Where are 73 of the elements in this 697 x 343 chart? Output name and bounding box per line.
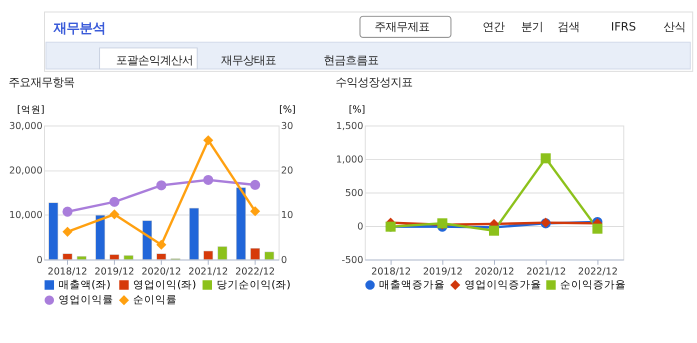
y2-axis-title: [%]: [279, 104, 296, 116]
y-tick-label: 0: [36, 254, 43, 266]
text: 검색: [558, 20, 580, 34]
x-tick-label: 2022/12: [578, 266, 618, 278]
bar: [236, 187, 246, 260]
point: [489, 226, 500, 236]
point: [109, 196, 120, 207]
bar: [62, 253, 72, 260]
legend-label: 당기순이익(좌): [216, 278, 291, 291]
text: 산식: [663, 20, 686, 34]
legend-label: 영업이익(좌): [133, 278, 196, 291]
legend-label: 순이익증가율: [560, 278, 626, 291]
text: 분기: [520, 20, 543, 34]
point: [540, 153, 551, 164]
y2-tick-label: 30: [281, 120, 294, 132]
legend-label: 매출액(좌): [58, 278, 111, 291]
y2-tick-label: 10: [281, 210, 294, 222]
point: [250, 206, 260, 216]
text: 주재무제표: [374, 20, 430, 34]
y-tick-label: 20,000: [9, 166, 43, 176]
point: [109, 209, 120, 220]
text: 재무분석: [52, 22, 106, 37]
bar: [142, 220, 152, 260]
bar: [189, 208, 199, 260]
point: [250, 180, 260, 190]
x-tick-label: 2021/12: [188, 266, 228, 278]
x-tick-label: 2018/12: [371, 266, 411, 278]
legend-label: 순이익률: [133, 294, 178, 306]
text: IFRS: [610, 20, 636, 34]
y-tick-label: 1,000: [336, 154, 364, 166]
text: 포괄손익계산서: [116, 53, 193, 68]
x-tick-label: 2018/12: [48, 266, 88, 278]
text: 연간: [482, 20, 505, 34]
y-tick-label: 1,500: [336, 120, 364, 132]
chart-title: 주요재무항목: [8, 75, 75, 90]
text: 재무상태표: [221, 53, 276, 68]
y2-tick-label: 0: [281, 254, 288, 266]
point: [156, 240, 166, 250]
bar: [95, 215, 106, 260]
x-tick-label: 2021/12: [526, 266, 566, 278]
legend-label: 영업이익률: [58, 294, 114, 306]
y2-tick-label: 20: [281, 166, 294, 176]
y-tick-label: 500: [345, 188, 364, 199]
bar: [110, 254, 120, 260]
x-tick-label: 2020/12: [474, 266, 514, 278]
y-axis-title: [억원]: [17, 104, 45, 116]
point: [62, 226, 73, 237]
point: [156, 180, 166, 190]
legend-label: 매출액증가율: [379, 278, 446, 291]
x-tick-label: 2019/12: [422, 266, 463, 278]
chart-title: 수익성장성지표: [335, 75, 412, 90]
bar: [264, 252, 274, 260]
y-tick-label: -500: [342, 254, 364, 266]
x-tick-label: 2020/12: [141, 266, 182, 278]
bar: [156, 253, 166, 260]
point: [203, 174, 214, 185]
point: [592, 224, 602, 234]
point: [203, 135, 214, 146]
bar: [76, 256, 87, 260]
y-tick-label: 0: [357, 221, 364, 232]
bar: [48, 202, 58, 260]
point: [62, 206, 73, 217]
text: 현금흐름표: [324, 53, 379, 68]
bar: [250, 248, 260, 260]
y-tick-label: 10,000: [9, 210, 43, 222]
y-axis-title: [%]: [348, 104, 366, 116]
bar: [124, 255, 134, 260]
legend-label: 영업이익증가율: [464, 278, 542, 291]
x-tick-label: 2019/12: [94, 266, 134, 278]
y-tick-label: 30,000: [9, 120, 43, 132]
x-tick-label: 2022/12: [235, 266, 276, 278]
bar: [203, 250, 214, 260]
bar: [218, 246, 228, 260]
